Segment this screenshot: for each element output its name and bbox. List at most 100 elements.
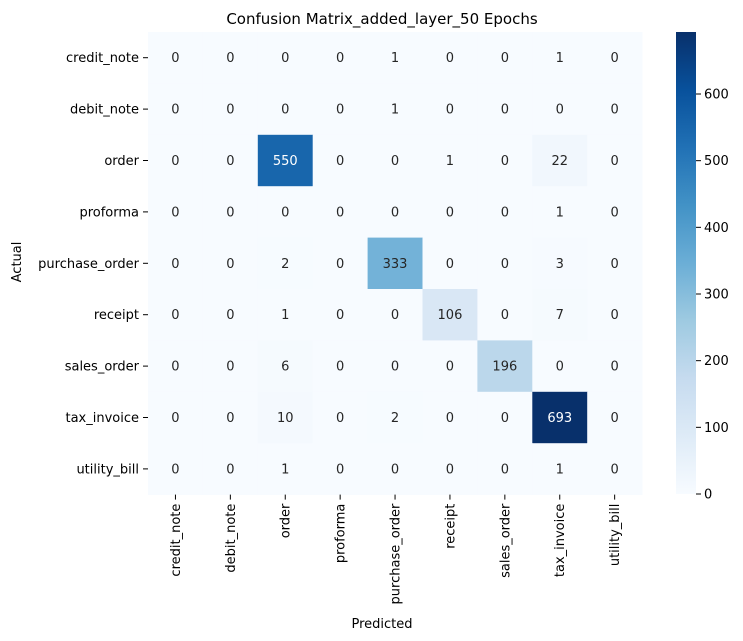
heatmap-cell bbox=[587, 443, 643, 495]
colorbar-tick-label: 100 bbox=[704, 421, 729, 436]
colorbar-tick-label: 500 bbox=[704, 154, 729, 169]
cell-value-label: 0 bbox=[171, 360, 179, 375]
cell-value-label: 0 bbox=[391, 205, 399, 220]
heatmap-cell bbox=[257, 237, 314, 290]
cell-value-label: 0 bbox=[501, 257, 509, 272]
chart-title: Confusion Matrix_added_layer_50 Epochs bbox=[226, 10, 538, 29]
y-tick-label: credit_note bbox=[66, 51, 139, 66]
cell-value-label: 0 bbox=[336, 257, 344, 272]
heatmap-cell bbox=[257, 289, 314, 341]
x-tick-label: proforma bbox=[334, 504, 349, 564]
cell-value-label: 0 bbox=[391, 462, 399, 477]
heatmap-cell bbox=[312, 134, 368, 187]
heatmap-cell bbox=[367, 83, 423, 136]
cell-value-label: 0 bbox=[556, 103, 564, 118]
cell-value-label: 1 bbox=[556, 51, 564, 66]
y-tick-label: tax_invoice bbox=[65, 411, 139, 426]
cell-value-label: 22 bbox=[551, 154, 568, 169]
cell-value-label: 0 bbox=[226, 360, 234, 375]
y-tick-label: utility_bill bbox=[76, 462, 139, 477]
heatmap-cell bbox=[202, 443, 259, 495]
heatmap-cell bbox=[422, 443, 478, 495]
cell-value-label: 0 bbox=[391, 360, 399, 375]
cell-value-label: 0 bbox=[336, 51, 344, 66]
heatmap-cell bbox=[367, 443, 423, 495]
heatmap-cell bbox=[367, 289, 423, 341]
heatmap-cell bbox=[202, 340, 259, 393]
heatmap-cell bbox=[532, 340, 588, 393]
cell-value-label: 0 bbox=[226, 51, 234, 66]
heatmap-cell bbox=[587, 391, 643, 444]
cell-value-label: 0 bbox=[501, 103, 509, 118]
heatmap-cell bbox=[257, 391, 314, 444]
cell-value-label: 1 bbox=[281, 462, 289, 477]
heatmap-cell bbox=[257, 32, 314, 84]
cell-value-label: 0 bbox=[336, 411, 344, 426]
heatmap-cell bbox=[367, 134, 423, 187]
x-tick-label: debit_note bbox=[224, 504, 239, 573]
cell-value-label: 0 bbox=[281, 205, 289, 220]
heatmap-cell bbox=[367, 391, 423, 444]
cell-value-label: 0 bbox=[336, 154, 344, 169]
heatmap-cell bbox=[422, 237, 478, 290]
cell-value-label: 1 bbox=[556, 205, 564, 220]
cell-value-label: 1 bbox=[281, 308, 289, 323]
cell-value-label: 6 bbox=[281, 360, 289, 375]
cell-value-label: 196 bbox=[492, 360, 517, 375]
heatmap-cell bbox=[148, 237, 204, 290]
cell-value-label: 1 bbox=[391, 103, 399, 118]
heatmap-cell bbox=[587, 134, 643, 187]
x-tick-label: utility_bill bbox=[608, 504, 623, 567]
heatmap-cell bbox=[477, 340, 533, 393]
heatmap-cell bbox=[202, 289, 259, 341]
cell-value-label: 550 bbox=[273, 154, 298, 169]
heatmap-cell bbox=[202, 32, 259, 84]
cell-value-label: 3 bbox=[556, 257, 564, 272]
heatmap-cell bbox=[148, 289, 204, 341]
cell-value-label: 0 bbox=[501, 462, 509, 477]
cell-value-label: 1 bbox=[391, 51, 399, 66]
cell-value-label: 0 bbox=[171, 257, 179, 272]
heatmap-cell bbox=[312, 32, 368, 84]
heatmap-cell bbox=[367, 237, 423, 290]
cell-value-label: 0 bbox=[501, 154, 509, 169]
cell-value-label: 0 bbox=[446, 360, 454, 375]
cell-value-label: 0 bbox=[611, 103, 619, 118]
heatmap-cell bbox=[148, 83, 204, 136]
heatmap-cell bbox=[587, 340, 643, 393]
cell-value-label: 7 bbox=[556, 308, 564, 323]
heatmap-cell bbox=[257, 443, 314, 495]
cell-value-label: 0 bbox=[226, 462, 234, 477]
heatmap-cell bbox=[532, 289, 588, 341]
cell-value-label: 0 bbox=[446, 205, 454, 220]
cell-value-label: 0 bbox=[336, 462, 344, 477]
cell-value-label: 0 bbox=[226, 103, 234, 118]
heatmap-cell bbox=[477, 443, 533, 495]
cell-value-label: 0 bbox=[446, 411, 454, 426]
heatmap-cell bbox=[202, 186, 259, 238]
heatmap-cell bbox=[312, 186, 368, 238]
cell-value-label: 1 bbox=[556, 462, 564, 477]
cell-value-label: 0 bbox=[611, 411, 619, 426]
x-tick-label: receipt bbox=[443, 504, 458, 549]
y-axis-label: Actual bbox=[10, 242, 25, 283]
cell-value-label: 0 bbox=[171, 103, 179, 118]
heatmap-cell bbox=[148, 443, 204, 495]
colorbar bbox=[676, 32, 696, 494]
cell-value-label: 0 bbox=[226, 205, 234, 220]
heatmap-cell bbox=[422, 83, 478, 136]
heatmap-cell bbox=[477, 134, 533, 187]
heatmap-cell bbox=[367, 32, 423, 84]
heatmap-cell bbox=[587, 237, 643, 290]
cell-value-label: 0 bbox=[446, 103, 454, 118]
cell-value-label: 0 bbox=[501, 411, 509, 426]
x-tick-labels: credit_note debit_note order proforma purcha… bbox=[169, 494, 623, 604]
heatmap-cell bbox=[532, 443, 588, 495]
cell-value-label: 0 bbox=[171, 51, 179, 66]
heatmap-cell bbox=[587, 289, 643, 341]
cell-value-label: 0 bbox=[611, 462, 619, 477]
heatmap-cell bbox=[477, 32, 533, 84]
cell-value-label: 0 bbox=[446, 462, 454, 477]
cell-value-label: 2 bbox=[391, 411, 399, 426]
cell-value-label: 333 bbox=[383, 257, 408, 272]
